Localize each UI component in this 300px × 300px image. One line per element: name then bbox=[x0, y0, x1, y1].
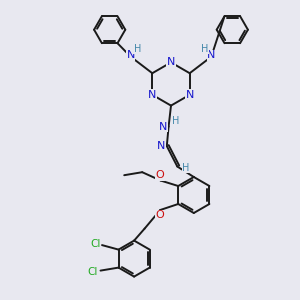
Text: N: N bbox=[207, 50, 215, 60]
Text: H: H bbox=[201, 44, 208, 54]
Text: N: N bbox=[167, 57, 175, 68]
Text: N: N bbox=[127, 50, 135, 60]
Text: Cl: Cl bbox=[88, 267, 98, 277]
Text: N: N bbox=[159, 122, 167, 132]
Text: N: N bbox=[185, 90, 194, 100]
Text: H: H bbox=[172, 116, 179, 126]
Text: H: H bbox=[182, 163, 189, 173]
Text: O: O bbox=[156, 170, 165, 180]
Text: N: N bbox=[148, 90, 157, 100]
Text: N: N bbox=[157, 141, 166, 151]
Text: Cl: Cl bbox=[90, 238, 100, 249]
Text: O: O bbox=[155, 210, 164, 220]
Text: H: H bbox=[134, 44, 141, 54]
